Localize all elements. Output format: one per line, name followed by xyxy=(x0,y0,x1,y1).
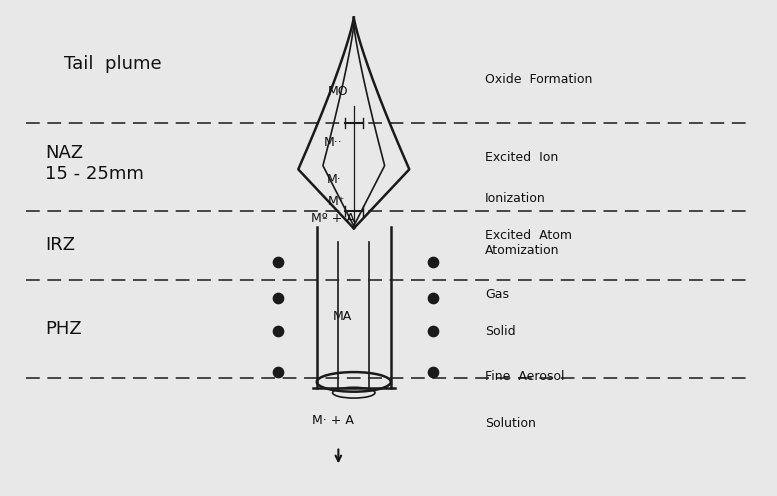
Text: PHZ: PHZ xyxy=(45,320,82,338)
Text: Mº + A: Mº + A xyxy=(311,212,355,225)
Point xyxy=(427,327,440,335)
Text: M··: M·· xyxy=(323,135,343,149)
Point xyxy=(272,258,284,266)
Text: M⁺: M⁺ xyxy=(327,195,345,208)
Text: MO: MO xyxy=(328,84,349,98)
Text: Ionization: Ionization xyxy=(485,192,545,205)
Point xyxy=(427,258,440,266)
Text: MA: MA xyxy=(333,310,352,323)
Text: Solid: Solid xyxy=(485,325,516,338)
Text: NAZ
15 - 25mm: NAZ 15 - 25mm xyxy=(45,144,144,183)
Text: Oxide  Formation: Oxide Formation xyxy=(485,73,592,86)
Text: Fine  Aerosol: Fine Aerosol xyxy=(485,371,564,383)
Text: Gas: Gas xyxy=(485,288,509,301)
Text: M· + A: M· + A xyxy=(312,414,354,427)
Point xyxy=(272,294,284,302)
Point xyxy=(427,294,440,302)
Text: Excited  Atom
Atomization: Excited Atom Atomization xyxy=(485,229,572,257)
Point xyxy=(272,327,284,335)
Text: IRZ: IRZ xyxy=(45,236,75,254)
Point xyxy=(272,368,284,375)
Text: Solution: Solution xyxy=(485,417,536,430)
Text: Tail  plume: Tail plume xyxy=(64,55,162,73)
Point xyxy=(427,368,440,375)
Text: M·: M· xyxy=(327,173,342,186)
Text: Excited  Ion: Excited Ion xyxy=(485,151,558,164)
